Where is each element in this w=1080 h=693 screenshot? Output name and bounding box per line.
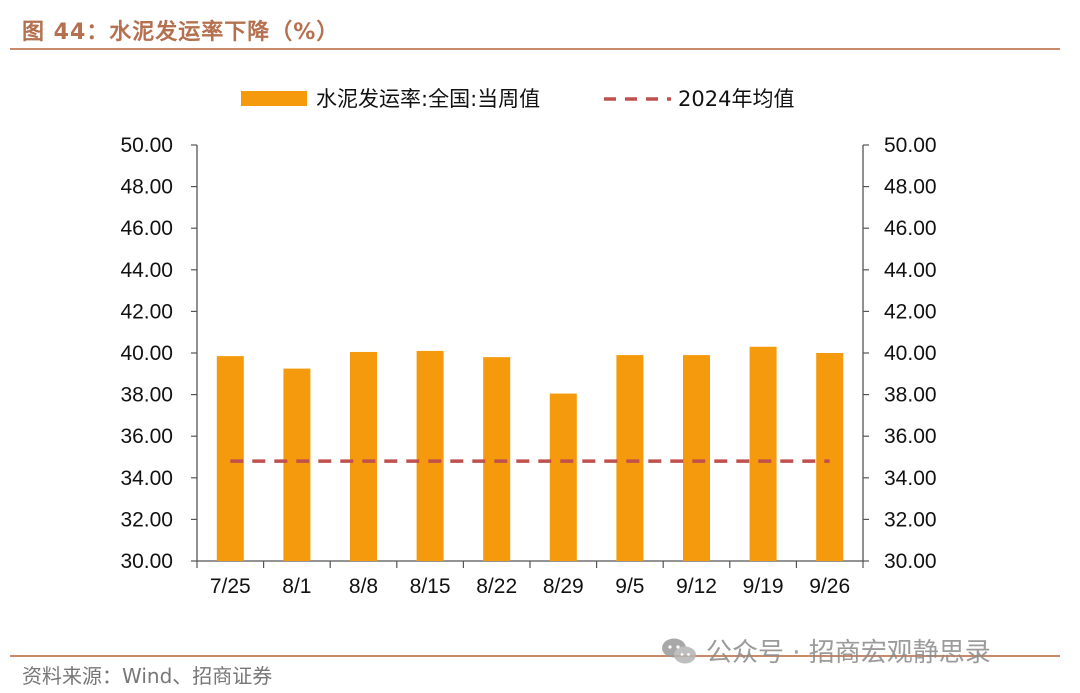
figure-title: 图 44：水泥发运率下降（%） [22,20,340,45]
x-tick-label: 8/8 [349,575,378,598]
left-y-tick-label: 36.00 [120,425,173,448]
x-tick-label: 8/22 [476,575,517,598]
right-y-tick-label: 32.00 [884,508,937,531]
bar [283,368,311,561]
x-tick-label: 9/5 [615,575,644,598]
legend-label-line: 2024年均值 [678,87,794,111]
x-tick-label: 8/1 [282,575,311,598]
bar [683,355,710,561]
bar [549,393,577,561]
right-y-tick-label: 30.00 [884,550,937,573]
right-y-tick-label: 46.00 [884,217,937,240]
right-y-tick-label: 38.00 [884,384,937,407]
legend-swatch-bar [241,91,307,106]
right-y-tick-label: 48.00 [884,176,937,199]
source-note: 资料来源：Wind、招商证券 [22,664,273,688]
left-y-tick-label: 46.00 [120,217,173,240]
x-tick-label: 7/25 [210,575,251,598]
bar [616,355,644,561]
left-y-tick-label: 34.00 [120,467,173,490]
x-tick-label: 9/26 [809,575,850,598]
left-y-tick-label: 42.00 [120,300,173,323]
left-y-tick-label: 44.00 [120,259,173,282]
x-tick-label: 9/19 [743,575,784,598]
left-y-tick-label: 50.00 [120,134,173,157]
watermark-text: 公众号 · 招商宏观静思录 [706,638,991,668]
left-y-tick-label: 32.00 [120,508,173,531]
bar [483,357,511,561]
bar [816,353,844,561]
bar [416,350,444,561]
title-rule [10,48,1060,50]
right-y-tick-label: 44.00 [884,259,937,282]
right-y-tick-label: 42.00 [884,300,937,323]
x-tick-label: 8/29 [543,575,584,598]
left-y-tick-label: 30.00 [120,550,173,573]
bar [749,346,777,561]
right-y-tick-label: 34.00 [884,467,937,490]
left-y-tick-label: 38.00 [120,384,173,407]
legend-label-bar: 水泥发运率:全国:当周值 [316,87,540,111]
left-y-tick-label: 40.00 [120,342,173,365]
watermark: 公众号 · 招商宏观静思录 [660,632,991,669]
source-rule [10,655,1060,657]
x-tick-label: 9/12 [676,575,717,598]
right-y-tick-label: 50.00 [884,134,937,157]
right-y-tick-label: 40.00 [884,342,937,365]
wechat-icon [662,638,696,663]
bar [216,356,244,561]
right-y-tick-label: 36.00 [884,425,937,448]
bar [350,351,377,561]
left-y-tick-label: 48.00 [120,176,173,199]
bar-chart: 30.00 30.00 32.00 32.00 34.00 34.00 36.00 36.00… [120,87,937,598]
x-tick-label: 8/15 [410,575,451,598]
